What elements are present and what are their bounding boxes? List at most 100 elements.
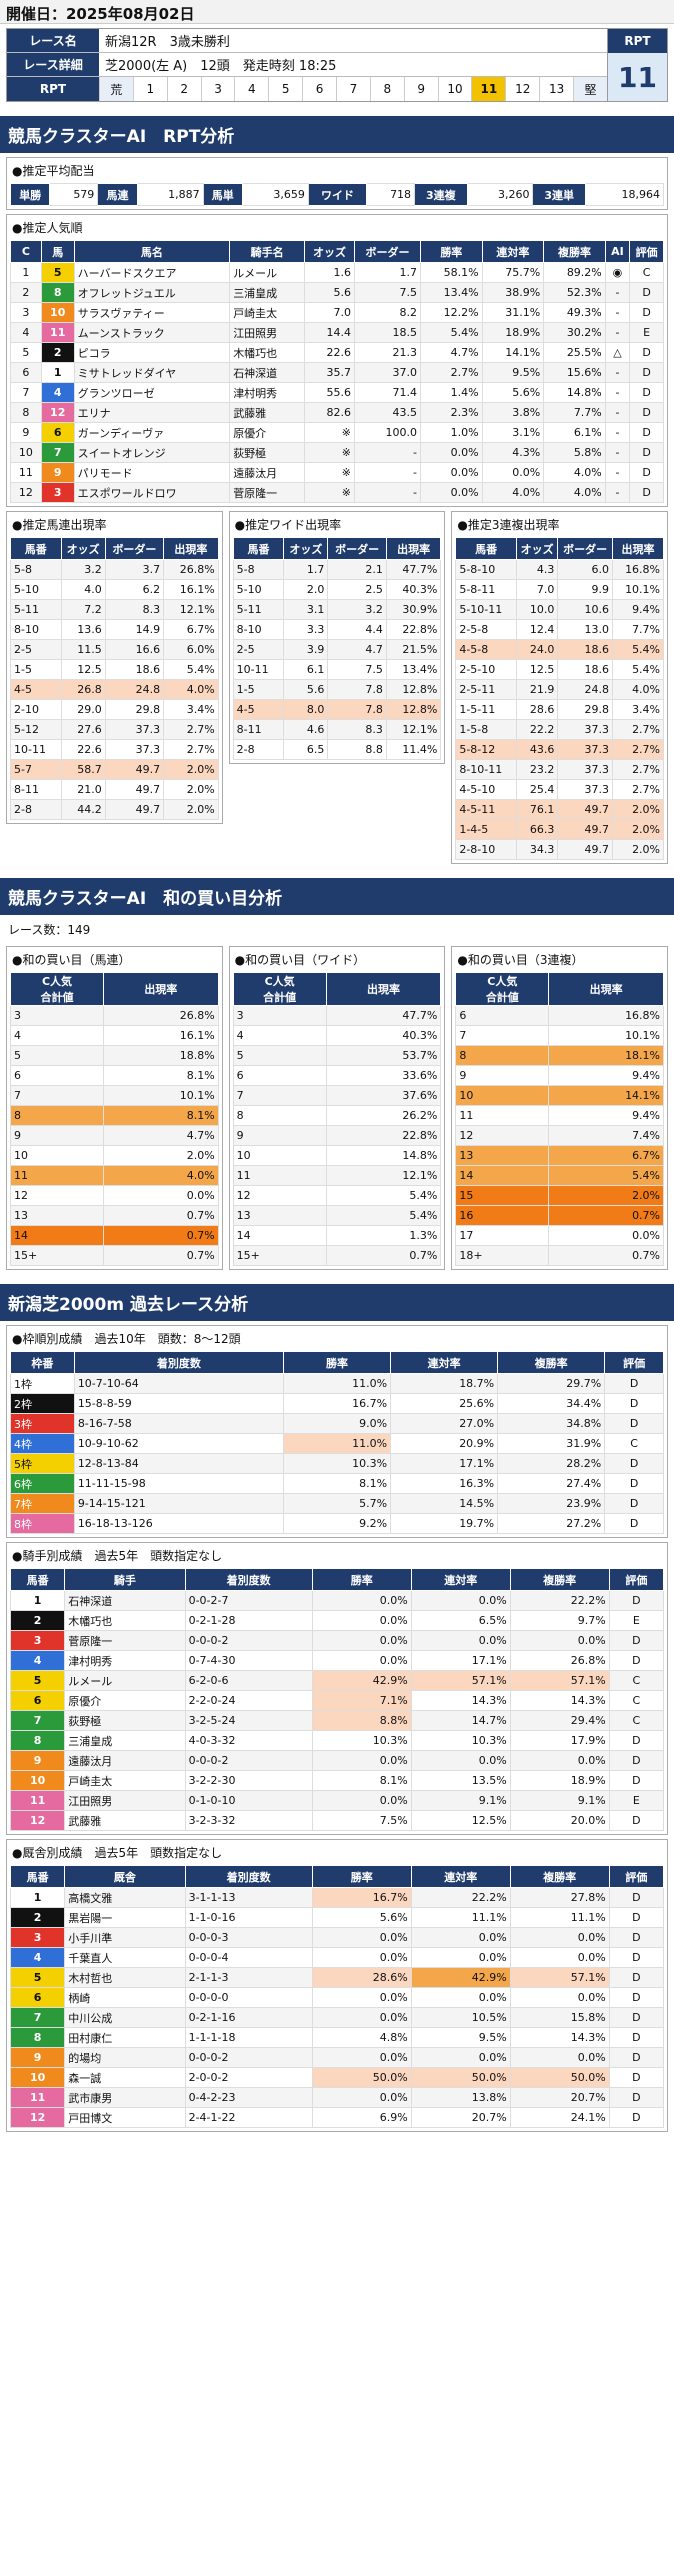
cell: 2.7%	[611, 759, 665, 780]
cell: 武市康男	[64, 2087, 186, 2108]
cell: 7.7%	[611, 619, 665, 640]
cell: 2	[40, 342, 75, 363]
cell: 0.0%	[509, 1630, 610, 1651]
cell: 0.0%	[311, 2007, 412, 2028]
cell: 1.6	[304, 262, 355, 283]
cell: 9.1%	[509, 1790, 610, 1811]
column-header: オッズ	[304, 240, 355, 263]
cell: 49.7	[557, 799, 613, 820]
cell: 16.8%	[611, 559, 665, 580]
payout-value: 1,887	[136, 183, 204, 206]
cell: 5.6%	[311, 1907, 412, 1928]
table-row: 4-5-10 25.4 37.3 2.7%	[455, 779, 665, 800]
table-row: 9 22.8%	[232, 1125, 442, 1146]
table-row: 12 0.0%	[10, 1185, 219, 1206]
cell: 5.6%	[481, 382, 545, 403]
cell: D	[608, 1887, 665, 1908]
table-row: 2-8 44.2 49.7 2.0%	[10, 799, 219, 820]
cell: 18.6	[557, 639, 613, 660]
cell: 菅原隆一	[64, 1630, 186, 1651]
cell: 17	[455, 1225, 550, 1246]
cell: 26.8%	[163, 559, 219, 580]
cell: 29.0	[60, 699, 106, 720]
cell: 4.8%	[311, 2027, 412, 2048]
cell: 8	[455, 1045, 550, 1066]
cell: 50.0%	[410, 2067, 511, 2088]
cell: 5.7%	[282, 1493, 392, 1514]
cell: 3.1%	[481, 422, 545, 443]
cell: 6.0%	[163, 639, 219, 660]
cell: 4	[40, 382, 75, 403]
cell: D	[629, 402, 664, 423]
cell: 11.4%	[385, 739, 442, 760]
cell: 2-8-10	[455, 839, 518, 860]
cell: スイートオレンジ	[73, 442, 231, 463]
cell: 16.1%	[102, 1025, 219, 1046]
cell: 11.1%	[509, 1907, 610, 1928]
table-row: 17 0.0%	[455, 1225, 665, 1246]
cell: 7	[9, 1710, 66, 1731]
cell: D	[604, 1493, 664, 1514]
column-header: 連対率	[390, 1351, 499, 1374]
cell: 15.6%	[543, 362, 606, 383]
cell: 森一誠	[64, 2067, 186, 2088]
cell: 小手川準	[64, 1927, 186, 1948]
cell: エリナ	[73, 402, 231, 423]
table-row: 1 5 ハーバードスクエア ルメール 1.6 1.7 58.1% 75.7% 89.2% ◉ C	[10, 262, 664, 283]
table-row: 5-8 1.7 2.1 47.7%	[232, 559, 442, 580]
cell: 31.1%	[481, 302, 545, 323]
cell: グランツローゼ	[73, 382, 231, 403]
cell: 4.4	[327, 619, 387, 640]
cell: 42.9%	[311, 1670, 412, 1691]
cell: 12.1%	[385, 719, 442, 740]
cell: 57.1%	[509, 1670, 610, 1691]
cell: 10-9-10-62	[73, 1433, 284, 1454]
cell: 5-7	[10, 759, 62, 780]
cell: 10	[40, 302, 75, 323]
cell: 30.9%	[385, 599, 442, 620]
cell: 37.0	[353, 362, 422, 383]
cell: 9.1%	[410, 1790, 511, 1811]
cell: 4-5-11	[455, 799, 518, 820]
table-row: 4 16.1%	[10, 1025, 219, 1046]
cell: 28.2%	[497, 1453, 606, 1474]
cell: C	[608, 1670, 665, 1691]
cell: 2-2-0-24	[184, 1690, 313, 1711]
cell: 遠藤汰月	[64, 1750, 186, 1771]
cell: 6	[40, 422, 75, 443]
cell: 34.8%	[497, 1413, 606, 1434]
table-row: 1 高橋文雅 3-1-1-13 16.7% 22.2% 27.8% D	[9, 1887, 665, 1908]
table-row: 8 18.1%	[455, 1045, 665, 1066]
cell: 53.7%	[325, 1045, 442, 1066]
cell: 14.4	[304, 322, 355, 343]
cell: 15+	[10, 1245, 104, 1266]
cell: 5	[10, 1045, 104, 1066]
cell: 10.0	[516, 599, 559, 620]
cell: 3	[9, 1927, 66, 1948]
cell: 三浦皇成	[64, 1730, 186, 1751]
cell: ミサトレッドダイヤ	[73, 362, 231, 383]
cell: 9	[232, 1125, 327, 1146]
cell: 3枠	[10, 1413, 75, 1434]
cell: 19.7%	[390, 1513, 499, 1534]
cell: 0.0%	[102, 1185, 219, 1206]
cell: 4.0%	[102, 1165, 219, 1186]
cell: D	[608, 2007, 665, 2028]
rpt-scale-cell: 堅	[573, 77, 607, 101]
column-header: 出現率	[548, 972, 665, 1006]
payout-label: ワイド	[307, 183, 368, 206]
sum-wide-title: ●和の買い目（ワイド）	[234, 953, 366, 967]
cell: 6.7%	[163, 619, 219, 640]
cell: 13	[232, 1205, 327, 1226]
cell: 14.7%	[410, 1710, 511, 1731]
cell: 石神深道	[64, 1590, 186, 1611]
cell: ムーンストラック	[73, 322, 231, 343]
sum-wide-table: C人気 合計値 出現率 3 47.7% 4 40.3% 5 53.7% 6 33.6% 7 37.6%…	[232, 972, 442, 1266]
cell: 9.4%	[548, 1065, 665, 1086]
cell: 10-11	[232, 659, 285, 680]
rpt-scale-cell: 3	[200, 77, 235, 101]
column-header: 複勝率	[543, 240, 606, 263]
cell: 1	[9, 1887, 66, 1908]
cell: 4.3%	[481, 442, 545, 463]
payout-title: ●推定平均配当	[12, 164, 95, 178]
